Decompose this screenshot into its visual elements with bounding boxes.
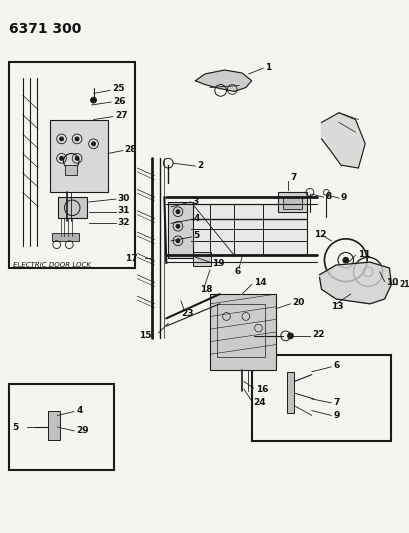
Text: 12: 12 [313,230,326,239]
Text: 9: 9 [333,411,339,420]
Text: 22: 22 [311,330,324,340]
Circle shape [75,137,79,141]
Circle shape [90,97,96,103]
Text: 23: 23 [180,309,193,318]
Bar [286,372,294,413]
Bar [168,202,192,259]
Text: 6: 6 [333,361,339,370]
Text: 15: 15 [139,332,151,341]
Circle shape [59,137,63,141]
Text: 28: 28 [124,145,137,154]
Text: 29: 29 [76,426,88,435]
Bar [65,165,77,175]
Bar [193,253,210,266]
Text: 9: 9 [340,192,346,201]
Text: 7: 7 [290,173,296,182]
Bar [190,204,306,255]
Text: 20: 20 [292,298,304,308]
Text: 4: 4 [76,406,82,415]
Text: 26: 26 [112,96,125,106]
Bar [9,384,114,470]
Text: 7: 7 [333,398,339,407]
Circle shape [75,156,79,160]
Bar [216,304,265,357]
Circle shape [287,333,293,339]
Text: 21: 21 [398,280,409,289]
Text: 1: 1 [265,63,271,71]
Bar [50,119,108,192]
Text: 18: 18 [200,285,212,294]
Bar [209,294,275,370]
Bar [9,62,135,268]
Bar [58,197,87,219]
Circle shape [175,210,180,214]
Bar [48,410,59,440]
Text: 32: 32 [117,218,130,227]
Circle shape [342,257,348,263]
Text: 31: 31 [117,206,130,215]
Text: 8: 8 [325,192,331,200]
Text: 13: 13 [330,302,343,311]
Circle shape [91,142,95,146]
Polygon shape [195,70,251,91]
Text: 27: 27 [115,111,127,120]
Text: 3: 3 [192,197,198,206]
Bar [277,192,306,212]
Text: 5: 5 [193,231,199,240]
Text: 6371 300: 6371 300 [9,21,81,36]
Text: 17: 17 [124,254,137,263]
Bar [251,356,391,441]
Text: 4: 4 [193,214,199,223]
Text: 14: 14 [253,278,265,287]
Polygon shape [319,262,391,304]
Text: 24: 24 [253,398,265,407]
Bar [282,197,301,209]
Text: ELECTRIC DOOR LOCK: ELECTRIC DOOR LOCK [13,262,91,268]
Text: 19: 19 [211,259,224,268]
Text: 16: 16 [255,385,267,394]
Circle shape [175,224,180,228]
Circle shape [175,239,180,243]
Text: 25: 25 [112,84,124,93]
Text: 30: 30 [117,193,130,203]
Text: 10: 10 [386,278,398,287]
Bar [52,233,79,241]
Text: 5: 5 [13,423,19,432]
Text: 6: 6 [234,268,240,276]
Text: 11: 11 [357,250,370,259]
Text: 2: 2 [197,160,203,169]
Polygon shape [321,113,364,168]
Circle shape [59,156,63,160]
